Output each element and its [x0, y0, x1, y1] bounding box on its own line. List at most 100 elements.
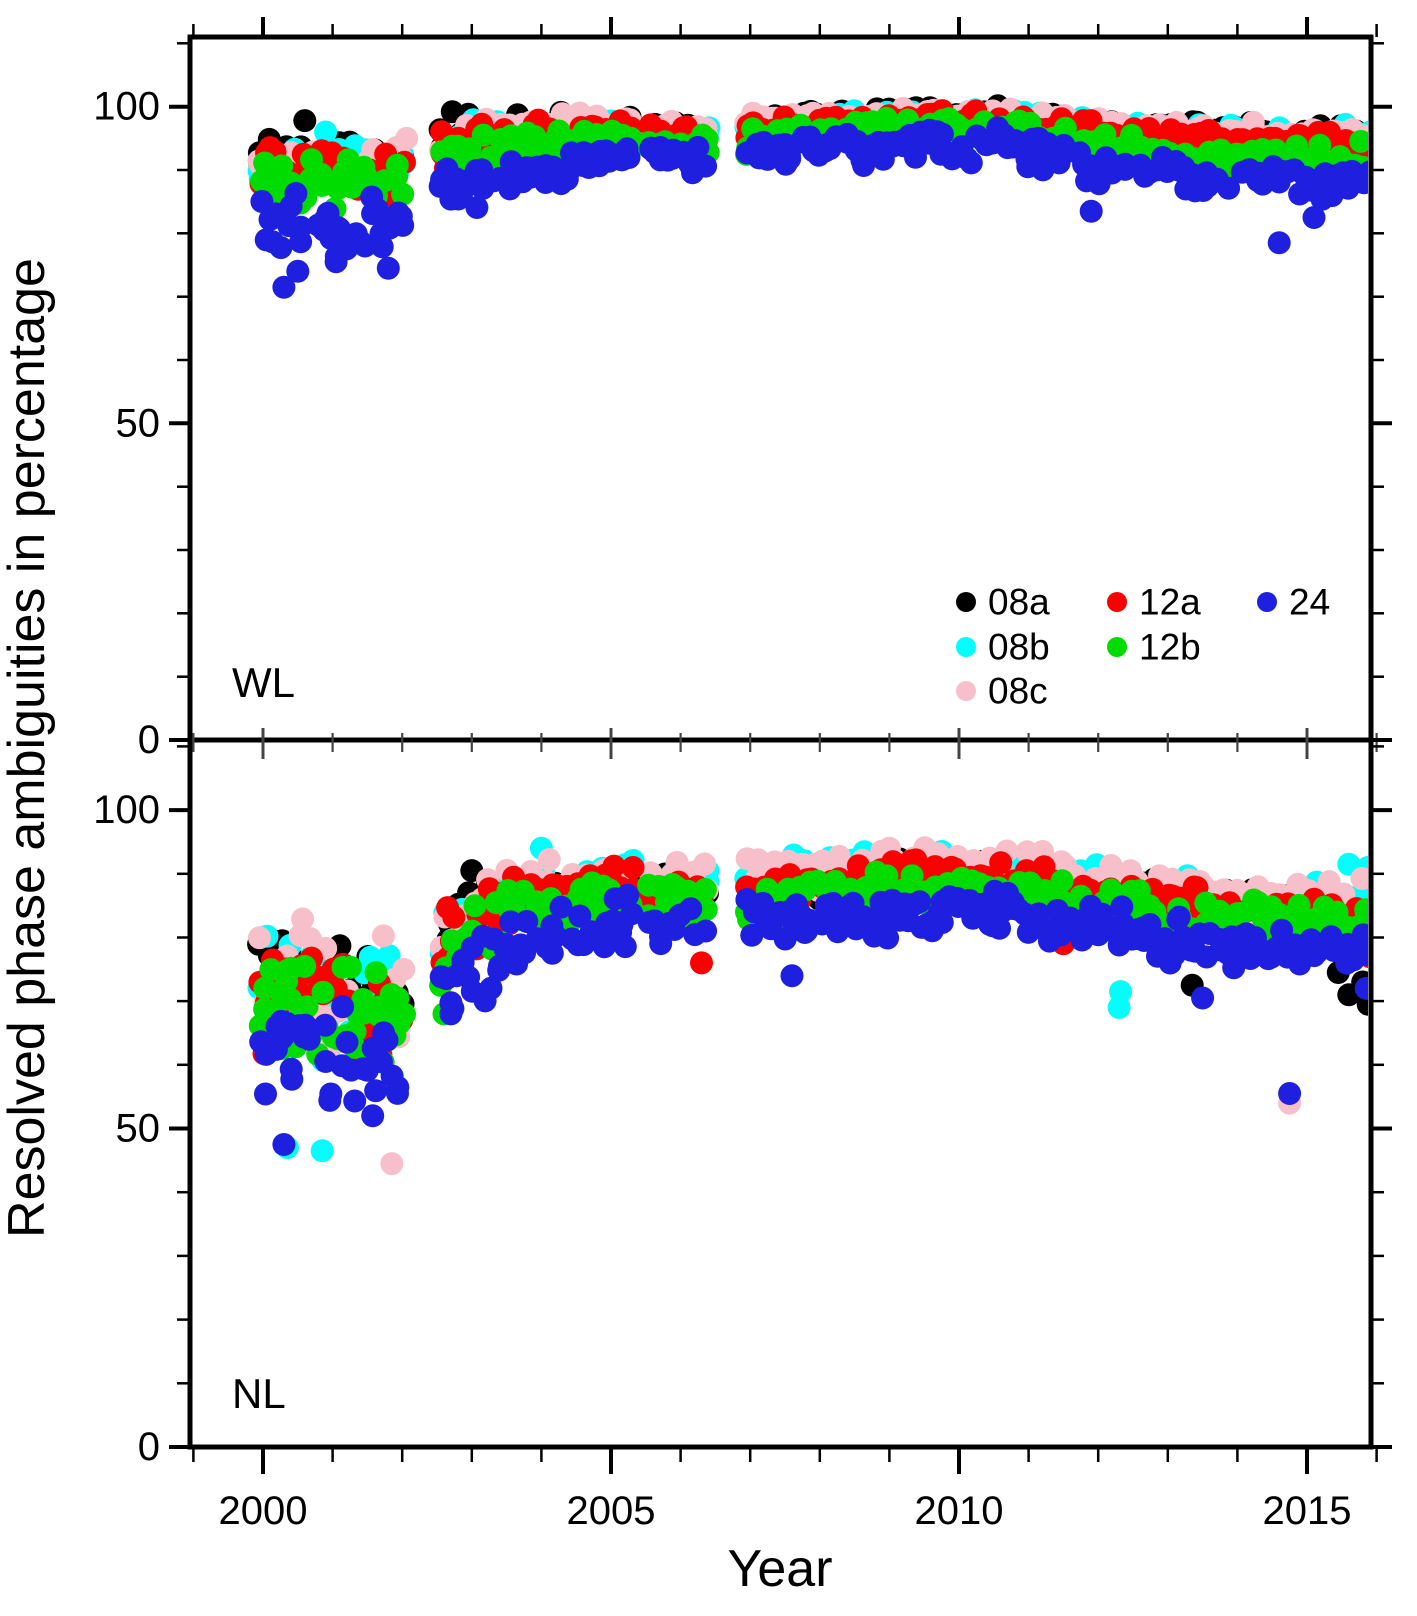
data-point [778, 147, 802, 171]
y-tick-label: 100 [93, 85, 160, 129]
data-point-outlier [293, 109, 317, 133]
data-point [989, 851, 1013, 875]
data-point [908, 890, 932, 914]
legend-label-12a: 12a [1139, 582, 1201, 623]
data-point [1270, 918, 1294, 942]
data-point [375, 1028, 399, 1052]
data-point [1217, 176, 1241, 200]
data-point-outlier [310, 1139, 334, 1163]
data-point-outlier [690, 951, 713, 975]
data-point [364, 1079, 388, 1103]
x-tick-label: 2000 [219, 1489, 308, 1533]
data-point [259, 958, 283, 982]
data-point [465, 196, 489, 219]
data-point [393, 1002, 416, 1026]
data-point [463, 894, 487, 918]
data-point [515, 910, 539, 933]
data-point [616, 883, 640, 907]
data-point [959, 151, 983, 175]
data-point [392, 957, 416, 981]
data-point-outlier [314, 120, 338, 144]
data-point [353, 234, 377, 258]
data-point [395, 126, 419, 150]
y-tick-label: 0 [138, 1425, 160, 1469]
data-point [620, 902, 644, 926]
data-point [549, 895, 573, 919]
data-point [851, 905, 875, 929]
data-point [694, 919, 718, 943]
data-point-outlier [1354, 976, 1368, 1000]
x-tick-label: 2010 [915, 1489, 1004, 1533]
data-point [1350, 867, 1368, 890]
series-24-points [249, 879, 1368, 1156]
legend-dot-12b [1107, 637, 1127, 657]
data-point [537, 848, 561, 871]
data-point [311, 980, 335, 1004]
data-point [248, 926, 271, 950]
data-point [254, 1082, 277, 1106]
data-point [442, 905, 466, 929]
data-point [988, 916, 1011, 940]
data-point [679, 897, 703, 921]
data-point [1050, 869, 1074, 893]
data-point [291, 907, 315, 931]
data-point [1138, 913, 1162, 936]
data-point [1053, 116, 1077, 140]
data-point [615, 137, 639, 161]
axis-ticks [169, 17, 1392, 1474]
data-point [621, 856, 645, 879]
data-point [1358, 160, 1368, 184]
data-point [613, 935, 637, 959]
legend-label-08c: 08c [988, 671, 1048, 712]
y-tick-label: 100 [93, 788, 160, 832]
data-point [297, 1027, 321, 1051]
data-point [693, 878, 717, 901]
legend-label-12b: 12b [1139, 627, 1201, 668]
data-point-outlier [1267, 231, 1291, 255]
data-point [293, 954, 317, 978]
data-point-outlier [1079, 199, 1103, 223]
y-axis-title: Resolved phase ambiguities in percentage [0, 258, 56, 1238]
data-point-outlier [286, 259, 310, 283]
data-point [1287, 893, 1311, 917]
data-point [339, 955, 362, 979]
legend-dot-08b [956, 637, 976, 657]
legend-dot-24 [1257, 592, 1277, 612]
data-point [1354, 942, 1368, 966]
data-point [1166, 907, 1190, 931]
data-point-outlier [272, 1133, 296, 1156]
data-point-outlier [1191, 986, 1215, 1010]
data-point [499, 910, 523, 934]
data-point [1050, 143, 1074, 167]
data-point [269, 236, 293, 260]
data-point [386, 1075, 410, 1099]
data-point [900, 864, 924, 888]
y-tick-label: 50 [116, 1107, 161, 1151]
data-point-outlier [380, 1152, 404, 1176]
data-point [686, 135, 710, 159]
data-point-outlier [1109, 980, 1132, 1004]
data-point [313, 1013, 337, 1037]
data-point [361, 1104, 385, 1128]
data-point [1110, 895, 1134, 919]
data-point [876, 926, 900, 950]
legend-label-08a: 08a [988, 582, 1050, 623]
data-point [694, 154, 718, 178]
data-point [295, 995, 319, 1019]
x-tick-label: 2015 [1263, 1489, 1352, 1533]
data-point [364, 961, 388, 985]
data-point [335, 1030, 359, 1054]
data-point-outlier [376, 256, 400, 280]
x-tick-label: 2005 [567, 1489, 656, 1533]
y-tick-label: 50 [116, 401, 161, 445]
data-point [693, 852, 717, 876]
data-point [1351, 923, 1368, 947]
data-point [289, 215, 313, 239]
data-point [391, 213, 415, 237]
data-point [471, 123, 495, 147]
data-point-outlier [780, 964, 804, 988]
data-point [930, 122, 954, 146]
data-point-outlier [439, 1002, 463, 1026]
